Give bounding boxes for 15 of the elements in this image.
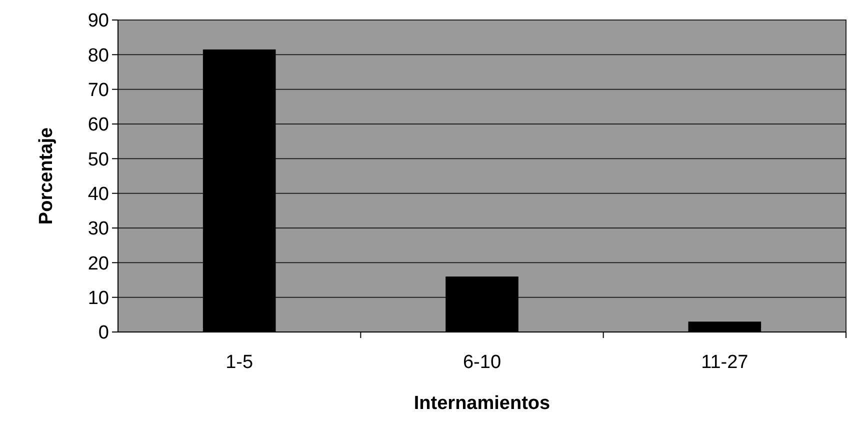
y-tick-label: 50 bbox=[88, 149, 109, 170]
y-tick-label: 60 bbox=[88, 114, 109, 136]
x-tick-label: 6-10 bbox=[462, 352, 502, 373]
y-tick-label: 80 bbox=[88, 45, 109, 66]
x-tick-label: 11-27 bbox=[701, 352, 748, 373]
y-tick-label: 30 bbox=[88, 218, 109, 240]
x-tick-label: 1-5 bbox=[226, 352, 254, 373]
y-tick-label: 90 bbox=[88, 10, 109, 32]
x-axis-title: Internamientos bbox=[414, 393, 550, 414]
y-tick-label: 0 bbox=[98, 322, 109, 344]
y-tick-label: 20 bbox=[88, 253, 109, 274]
y-tick-label: 40 bbox=[88, 184, 109, 205]
y-tick-label: 70 bbox=[88, 80, 109, 101]
y-tick-label: 10 bbox=[88, 288, 109, 309]
y-axis-title: Porcentaje bbox=[36, 127, 57, 225]
